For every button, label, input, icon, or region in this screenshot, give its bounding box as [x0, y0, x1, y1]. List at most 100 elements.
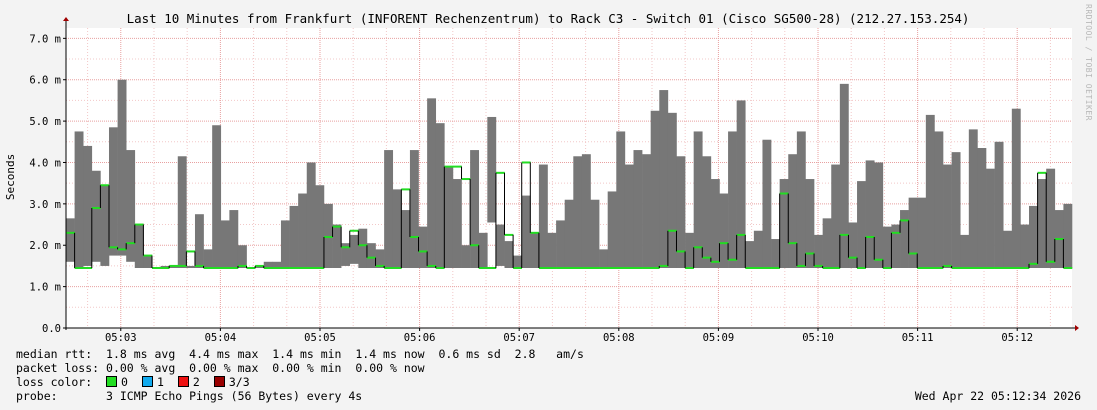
median-marker: [943, 264, 952, 267]
spread-bar: [831, 164, 841, 268]
spread-bar: [1011, 108, 1021, 268]
median-marker: [762, 267, 772, 269]
median-marker: [1011, 267, 1021, 269]
median-marker: [478, 267, 488, 269]
y-tick-label: 4.0 m: [29, 157, 61, 169]
spread-bar: [194, 214, 204, 268]
spread-bar: [272, 261, 282, 268]
spread-bar: [693, 131, 703, 268]
spread-bar: [771, 239, 780, 268]
spread-bar: [951, 152, 961, 268]
median-marker: [358, 244, 368, 247]
median-marker: [74, 267, 84, 269]
spread-bar: [177, 156, 187, 268]
spread-bar: [495, 224, 505, 266]
spread-bar: [444, 166, 454, 268]
median-marker: [556, 267, 566, 269]
spread-bar: [676, 156, 686, 268]
spread-bar: [650, 110, 660, 268]
median-marker: [513, 267, 523, 269]
median-marker: [366, 256, 376, 259]
median-marker: [1029, 262, 1038, 265]
median-marker: [719, 242, 729, 245]
median-marker: [392, 267, 402, 269]
spread-bar: [521, 195, 531, 268]
median-marker: [822, 267, 832, 269]
spread-bar: [1029, 205, 1038, 268]
spread-bar: [1063, 203, 1073, 268]
axes: [63, 17, 1079, 331]
median-marker: [814, 264, 823, 267]
spread-bar: [504, 241, 514, 268]
spread-bar: [160, 265, 170, 268]
x-tick-labels: 05:03 05:04 05:05 05:06 05:07 05:08 05:09 05:10…: [105, 328, 1033, 344]
spread-bar: [659, 90, 669, 268]
median-marker: [229, 267, 239, 269]
rtt-spread-bars: [66, 79, 1073, 269]
spread-bar: [753, 230, 763, 268]
spread-bar: [1020, 224, 1030, 268]
spread-bar: [728, 131, 737, 268]
median-marker: [633, 267, 643, 269]
x-tick-label: 05:05: [304, 332, 336, 344]
median-marker: [1037, 171, 1047, 174]
median-marker: [418, 250, 428, 253]
median-marker: [349, 229, 359, 232]
median-marker: [968, 267, 978, 269]
median-marker: [891, 231, 901, 234]
spread-bar: [882, 226, 892, 268]
y-tick-label: 1.0 m: [29, 282, 61, 294]
x-tick-label: 05:06: [404, 332, 436, 344]
probe-label: probe:: [16, 389, 58, 403]
spread-bar: [409, 150, 419, 268]
spread-bar: [1037, 179, 1047, 268]
median-marker: [599, 267, 608, 269]
median-marker: [831, 267, 841, 269]
spread-bar: [263, 261, 273, 268]
loss-color-text-3: 3/3: [228, 375, 250, 389]
median-marker: [685, 267, 694, 269]
spread-bar: [186, 265, 196, 268]
spread-bar: [822, 218, 832, 268]
spread-bar: [745, 241, 755, 268]
spread-bar: [865, 160, 875, 268]
median-marker: [487, 267, 497, 269]
median-marker: [581, 267, 591, 269]
loss-color-text-1: 1: [156, 375, 164, 389]
loss-color-entry-1: 1: [141, 375, 164, 389]
median-marker: [530, 231, 540, 234]
spread-bar: [452, 179, 462, 268]
spread-bar: [857, 181, 866, 268]
spread-bar: [986, 168, 995, 268]
spread-bar: [375, 249, 385, 268]
median-marker: [925, 267, 935, 269]
median-marker: [83, 267, 93, 269]
median-marker: [427, 264, 437, 267]
spread-bar: [616, 131, 626, 268]
spread-bar: [1003, 230, 1013, 268]
spread-bar: [461, 245, 471, 268]
chart-title: Last 10 Minutes from Frankfurt (INFORENT…: [127, 11, 970, 26]
y-tick-label: 7.0 m: [29, 33, 61, 45]
median-marker: [160, 267, 170, 269]
spread-bar: [220, 220, 230, 268]
rtt-now: 1.4 ms now: [355, 347, 425, 361]
median-marker: [1054, 238, 1064, 241]
median-marker: [573, 267, 583, 269]
spread-bar: [599, 249, 608, 268]
spread-bar: [513, 255, 523, 268]
spread-bar: [143, 255, 153, 268]
spread-bar: [943, 164, 952, 268]
median-marker: [461, 178, 471, 181]
median-marker: [91, 207, 101, 209]
spread-bar: [891, 224, 901, 268]
loss-color-swatch-3: [213, 376, 225, 387]
median-marker: [745, 267, 755, 269]
x-tick-label: 05:10: [802, 332, 834, 344]
spread-bar: [788, 154, 798, 268]
median-marker: [874, 258, 884, 261]
spread-bar: [83, 145, 93, 266]
median-marker: [1003, 267, 1013, 269]
median-marker: [452, 165, 462, 168]
median-marker: [624, 267, 634, 269]
